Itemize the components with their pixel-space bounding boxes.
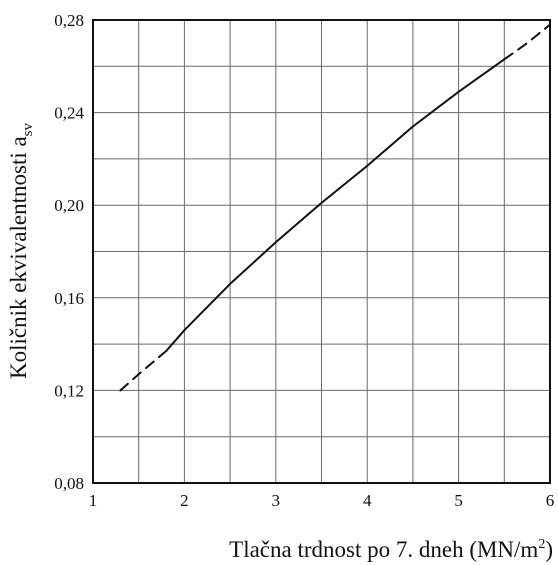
curve-segment-2-solid: [165, 58, 506, 353]
x-tick-label: 1: [89, 491, 98, 510]
y-axis-label: Količnik ekvivalentnosti asv: [6, 122, 36, 379]
y-tick-label: 0,16: [54, 289, 84, 308]
x-tick-label: 5: [454, 491, 463, 510]
x-tick-label: 6: [546, 491, 555, 510]
x-tick-label: 4: [363, 491, 372, 510]
grid-layer: [93, 20, 550, 483]
curve-segment-1-dashed: [119, 350, 168, 392]
tick-layer: 1 2 3 4 5 6 0,08 0,12 0,16 0,20 0,24 0,28: [54, 11, 554, 510]
y-tick-label: 0,12: [54, 381, 84, 400]
x-tick-label: 2: [180, 491, 189, 510]
y-tick-label: 0,08: [54, 474, 84, 493]
x-axis-label: Tlačna trdnost po 7. dneh (MN/m2): [229, 537, 553, 562]
y-tick-label: 0,24: [54, 104, 84, 123]
line-layer: [119, 23, 551, 392]
y-axis-label-subscript: sv: [20, 122, 36, 136]
curve-segment-3-dashed: [503, 23, 551, 61]
x-axis-label-end: ): [545, 537, 553, 562]
plot-frame: [92, 19, 551, 484]
x-axis-label-superscript: 2: [538, 537, 545, 552]
y-tick-label: 0,20: [54, 196, 84, 215]
x-tick-label: 3: [272, 491, 281, 510]
y-tick-label: 0,28: [54, 11, 84, 30]
